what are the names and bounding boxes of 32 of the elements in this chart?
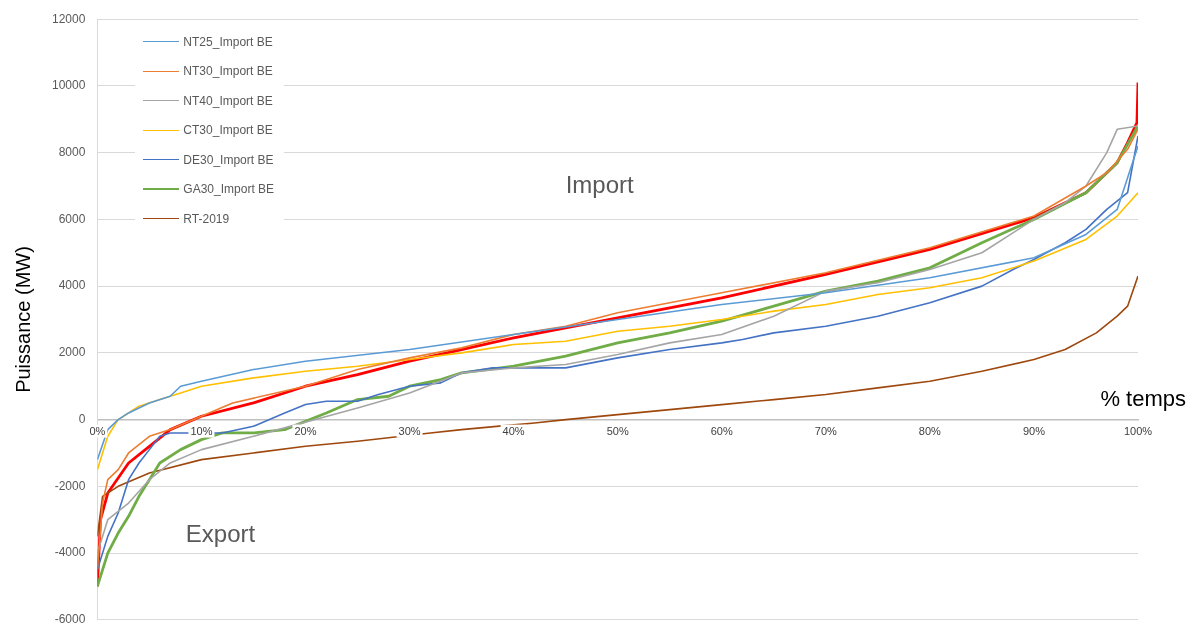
legend-label: NT40_Import BE xyxy=(183,93,273,108)
x-tick-label: 40% xyxy=(502,424,525,437)
y-tick-label: 4000 xyxy=(58,278,86,293)
x-tick-label: 100% xyxy=(1123,424,1153,437)
x-tick-label: 60% xyxy=(710,424,733,437)
y-tick-label: 8000 xyxy=(58,144,86,159)
legend-label: NT25_Import BE xyxy=(183,34,273,49)
x-tick-label: 30% xyxy=(398,424,421,437)
x-tick-label: 0% xyxy=(89,424,106,437)
legend-label: DE30_Import BE xyxy=(183,152,274,167)
x-tick-label: 10% xyxy=(190,424,213,437)
legend-label: GA30_Import BE xyxy=(183,182,275,197)
y-tick-label: -6000 xyxy=(54,612,86,627)
y-tick-label: -2000 xyxy=(54,478,86,493)
legend-label: CT30_Import BE xyxy=(183,123,273,138)
x-tick-label: 90% xyxy=(1022,424,1046,437)
y-tick-label: 6000 xyxy=(58,211,86,226)
x-axis-title: % temps xyxy=(1100,385,1186,412)
legend-label: NT30_Import BE xyxy=(183,64,273,79)
annotation: Import xyxy=(565,171,634,200)
annotation: Export xyxy=(185,519,256,548)
x-tick-label: 50% xyxy=(606,424,629,437)
x-tick-label: 20% xyxy=(294,424,317,437)
legend-label: RT-2019 xyxy=(183,211,230,226)
x-tick-label: 70% xyxy=(814,424,838,437)
y-axis-title: Puissance (MW) xyxy=(11,246,34,393)
y-tick-label: -4000 xyxy=(54,545,86,560)
x-tick-label: 80% xyxy=(918,424,942,437)
y-tick-label: 2000 xyxy=(58,345,86,360)
y-tick-label: 10000 xyxy=(51,78,86,93)
y-tick-label: 12000 xyxy=(51,11,86,26)
y-tick-label: 0 xyxy=(78,411,86,426)
